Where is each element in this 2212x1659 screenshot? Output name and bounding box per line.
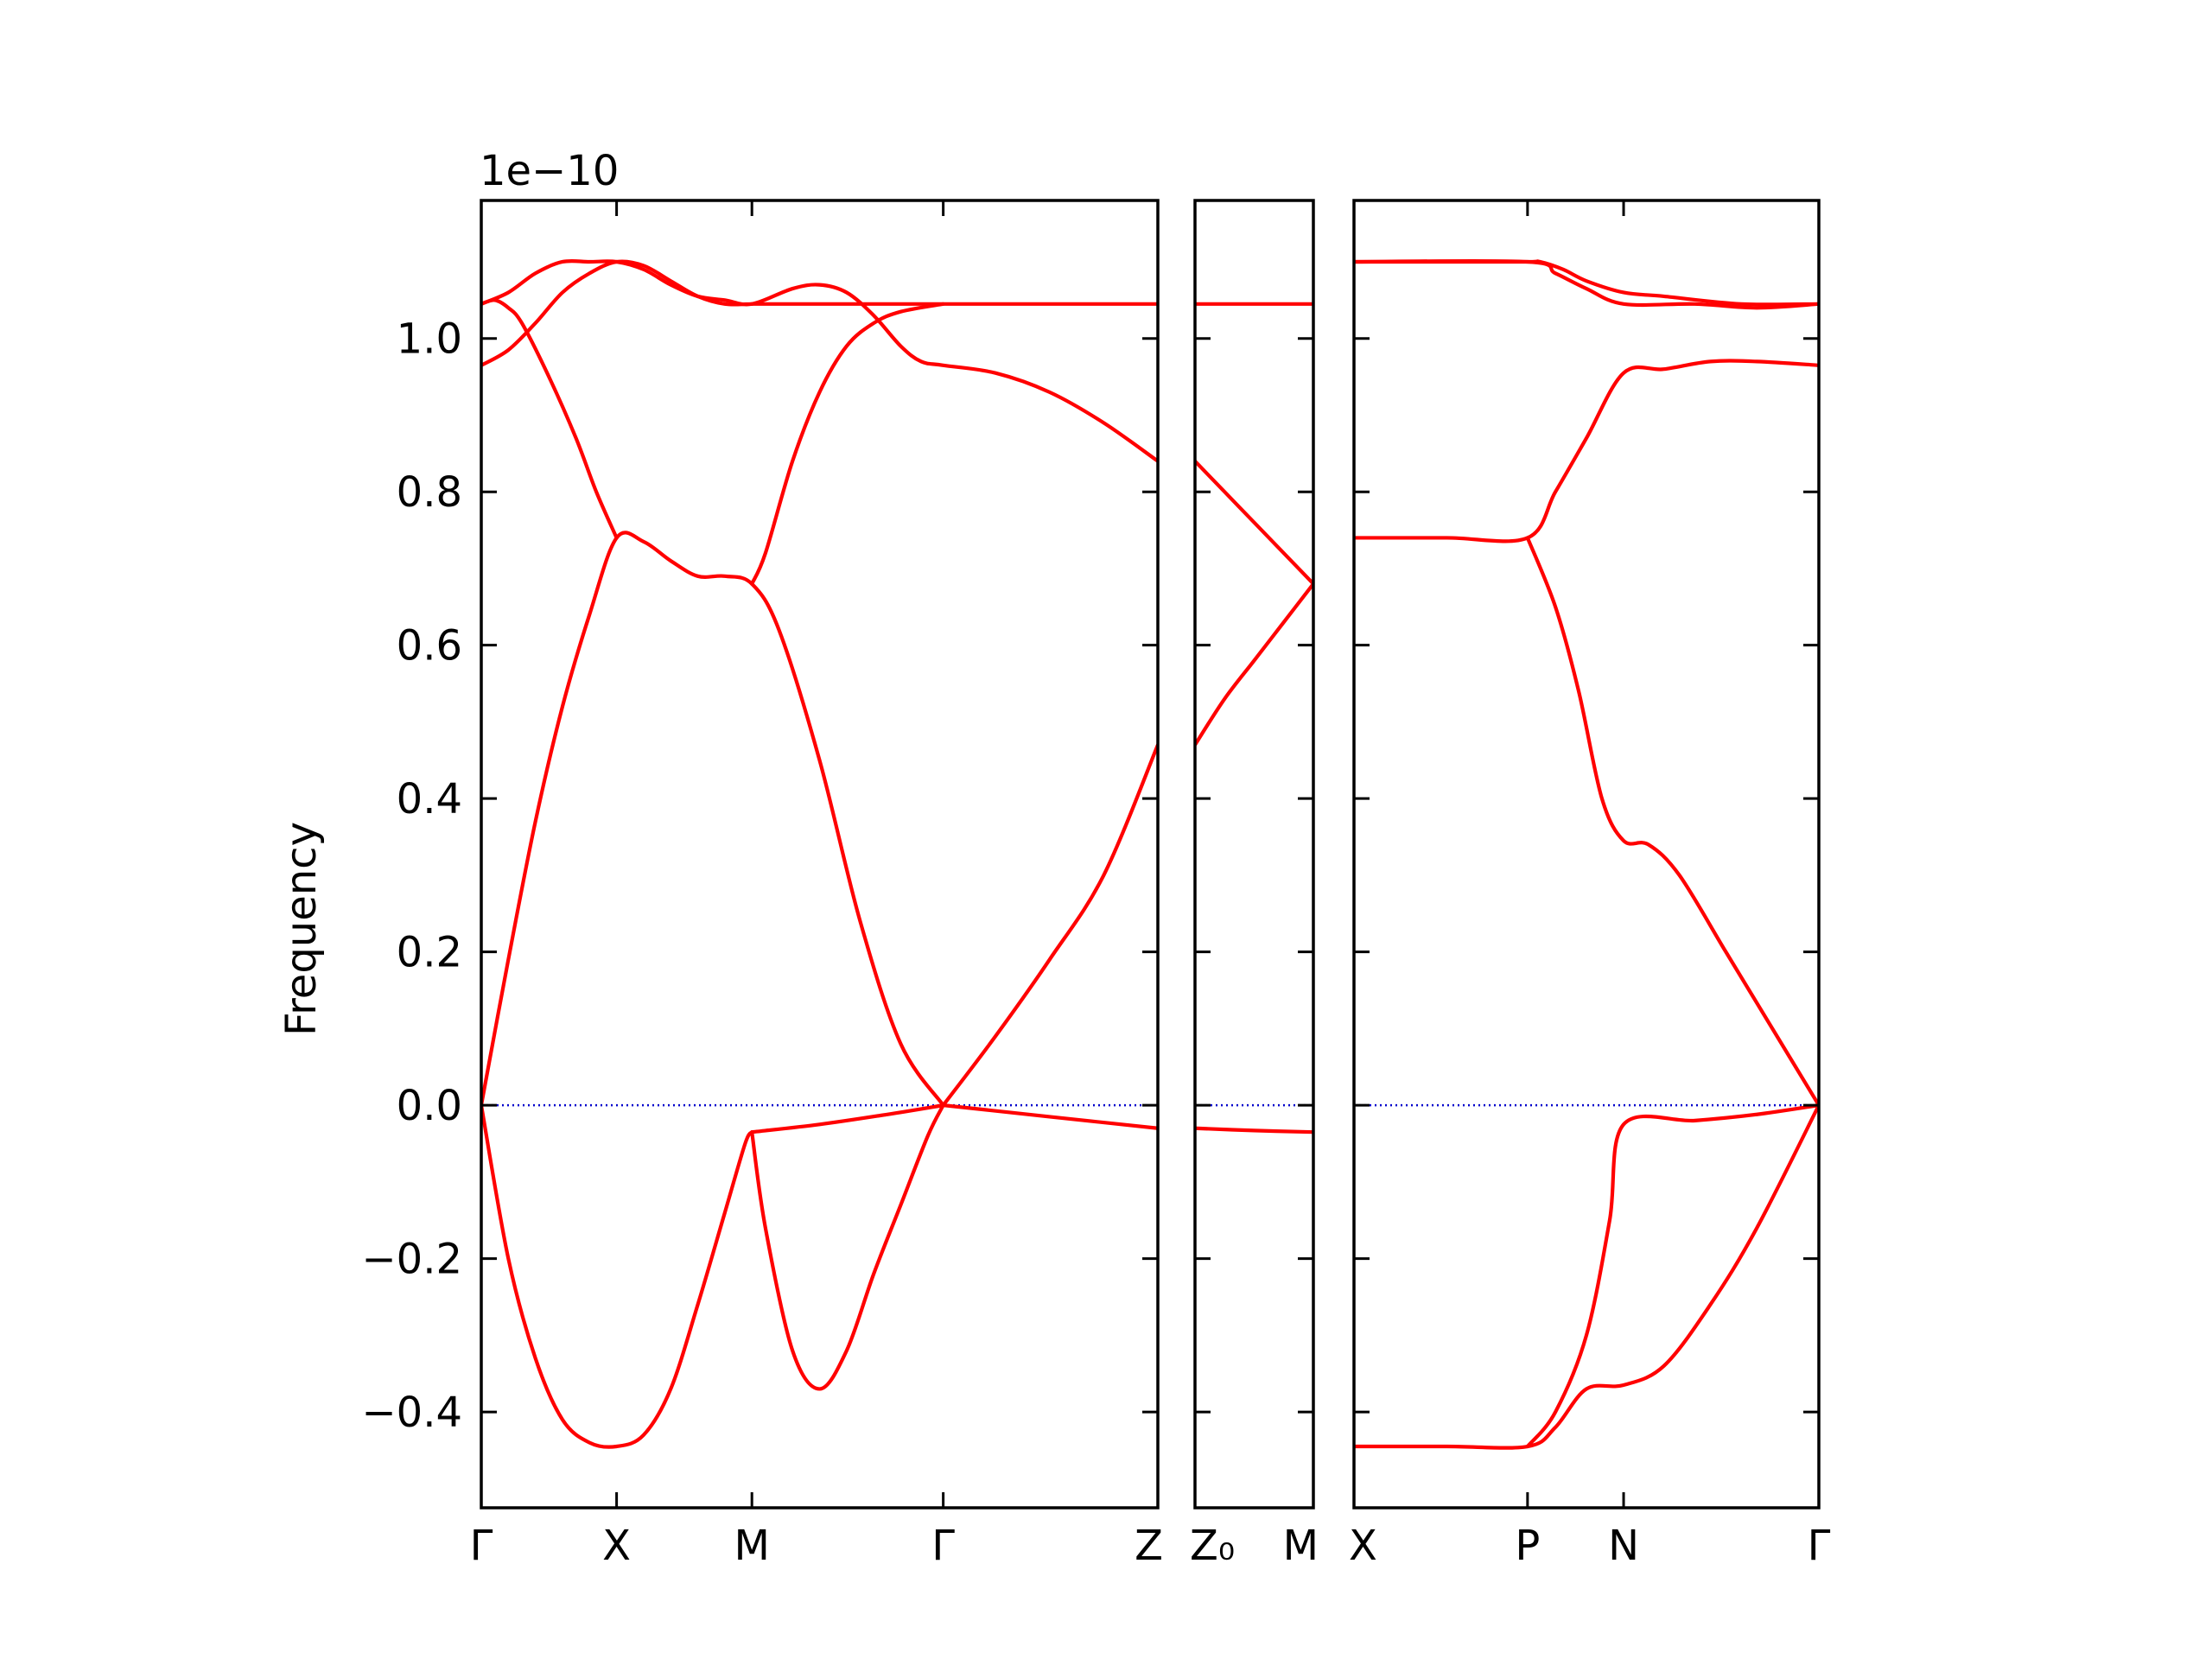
band-line-9 [750, 1103, 945, 1135]
panel-frame [480, 199, 1160, 1510]
x-tick-label: Γ [931, 1522, 955, 1570]
panel-2: Z₀ M [1190, 199, 1319, 1570]
band-line-2 [1195, 582, 1313, 747]
x-tick-label: Z₀ [1190, 1522, 1235, 1570]
band-line-3 [481, 259, 754, 367]
panel-frame [1352, 199, 1821, 1510]
band-line-1 [481, 531, 945, 1108]
bands [1195, 302, 1313, 1135]
band-line-3 [1354, 359, 1819, 543]
x-tick-label: P [1515, 1522, 1540, 1570]
band-line-1 [1354, 259, 1819, 307]
band-line-11 [941, 1103, 1158, 1130]
x-tick-label: Γ [470, 1522, 493, 1570]
band-line-1 [1195, 459, 1313, 586]
x-tick-label: M [734, 1522, 769, 1570]
x-tick-label: Γ [1808, 1522, 1831, 1570]
band-line-4 [1195, 1126, 1313, 1135]
y-tick-label: 0.6 [397, 622, 462, 671]
band-line-6 [750, 302, 945, 586]
band-line-6 [1525, 1103, 1819, 1449]
y-axis-label: Frequency [277, 822, 326, 1036]
band-line-8 [750, 1103, 945, 1391]
panels-layer: −0.4−0.20.00.20.40.60.81.0Γ X M Γ Z Z₀ M X P N Γ [361, 199, 1831, 1570]
panel-frame [1193, 199, 1315, 1510]
y-tick-label: −0.4 [361, 1389, 462, 1437]
band-line-7 [481, 1103, 754, 1449]
y-tick-label: 1.0 [397, 315, 462, 364]
x-tick-label: X [1349, 1522, 1377, 1570]
band-line-2 [1354, 258, 1819, 310]
y-axis-offset-text: 1e−10 [480, 147, 619, 195]
panel-1: −0.4 −0.2 0.0 0.2 0.4 0.6 0.8 1.0 Γ X M Γ Z [361, 199, 1163, 1570]
band-line-4 [481, 258, 1158, 463]
y-tick-label: 0.4 [397, 775, 462, 823]
band-line-5 [1354, 1103, 1819, 1450]
y-tick-label: −0.2 [361, 1236, 462, 1284]
bands [1354, 258, 1819, 1450]
y-tick-label: 0.2 [397, 929, 462, 977]
x-tick-label: Z [1135, 1522, 1163, 1570]
band-line-10 [941, 742, 1158, 1108]
bands [481, 258, 1158, 1449]
x-tick-label: M [1283, 1522, 1319, 1570]
band-line-4 [1525, 536, 1819, 1108]
y-tick-label: 0.8 [397, 468, 462, 517]
y-tick-label: 0.0 [397, 1082, 462, 1130]
band-line-2 [481, 298, 619, 540]
x-tick-label: N [1608, 1522, 1639, 1570]
x-tick-label: X [602, 1522, 631, 1570]
